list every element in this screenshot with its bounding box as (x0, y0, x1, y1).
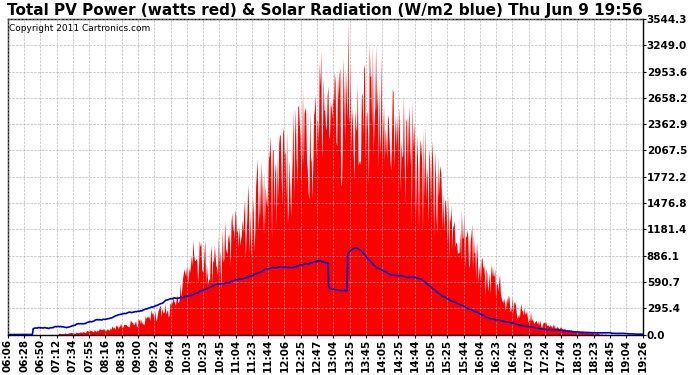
Title: Total PV Power (watts red) & Solar Radiation (W/m2 blue) Thu Jun 9 19:56: Total PV Power (watts red) & Solar Radia… (7, 3, 643, 18)
Text: Copyright 2011 Cartronics.com: Copyright 2011 Cartronics.com (9, 24, 150, 33)
